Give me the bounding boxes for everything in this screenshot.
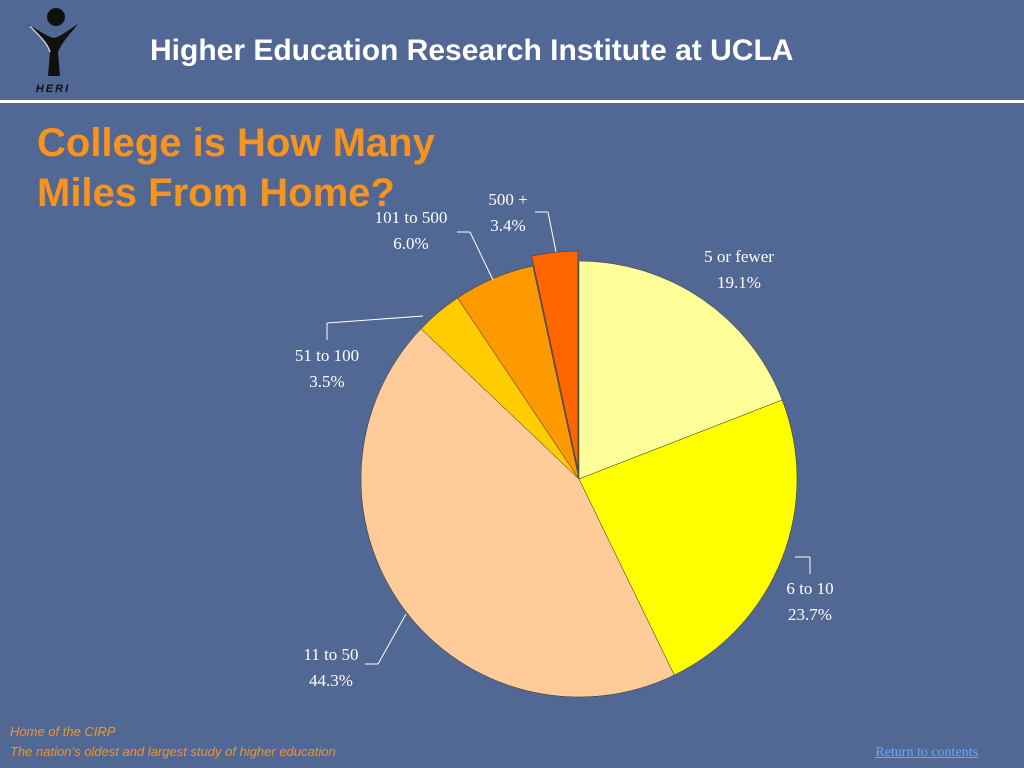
leader-line <box>326 315 424 324</box>
pie-slice-5-or-fewer <box>578 260 783 480</box>
return-to-contents-link[interactable]: Return to contents <box>875 745 978 760</box>
leader-line <box>469 231 494 281</box>
pie-slice-101-to-500 <box>457 265 580 480</box>
slice-value-label: 6.0% <box>393 234 428 253</box>
slice-value-label: 44.3% <box>309 671 353 690</box>
slide-title-line1: College is How Many <box>37 121 435 165</box>
slice-category-label: 6 to 10 <box>786 579 833 598</box>
heri-logo: HERI <box>28 8 78 94</box>
logo-text: HERI <box>36 83 70 94</box>
slice-category-label: 11 to 50 <box>303 645 358 664</box>
slice-category-label: 51 to 100 <box>295 346 359 365</box>
header-title: Higher Education Research Institute at U… <box>150 34 794 67</box>
pie-slice-11-to-50 <box>360 328 675 698</box>
pie-slice-500 <box>531 250 579 470</box>
leader-line <box>547 211 557 253</box>
slide-title-line2: Miles From Home? <box>37 171 395 215</box>
slice-category-label: 5 or fewer <box>704 247 774 266</box>
slice-category-label: 500 + <box>488 190 527 209</box>
pie-slice-6-to-10 <box>578 399 798 676</box>
footer-tagline: Home of the CIRP <box>10 724 116 739</box>
header-divider <box>0 100 1024 103</box>
slice-category-label: 101 to 500 <box>375 208 448 227</box>
slice-value-label: 3.4% <box>490 216 525 235</box>
logo-head <box>47 8 65 26</box>
leader-line <box>377 613 407 665</box>
footer-description: The nation’s oldest and largest study of… <box>10 744 336 759</box>
slice-value-label: 19.1% <box>717 273 761 292</box>
slice-value-label: 3.5% <box>309 372 344 391</box>
slide-title: College is How Many Miles From Home? <box>37 118 435 218</box>
slice-value-label: 23.7% <box>788 605 832 624</box>
